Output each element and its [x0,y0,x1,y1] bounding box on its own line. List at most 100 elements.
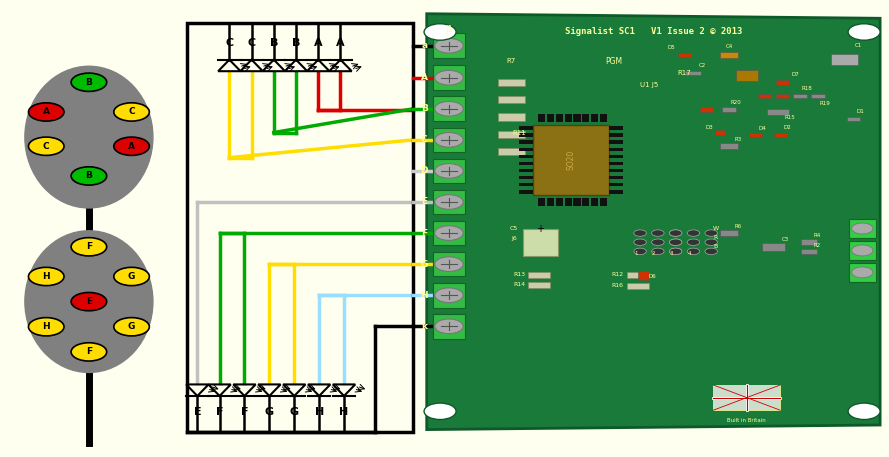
Circle shape [114,267,149,286]
Bar [736,69,757,81]
Text: R19: R19 [820,101,830,106]
Bar [519,162,533,165]
Text: D1: D1 [857,109,864,114]
Bar [547,197,554,206]
Bar [519,140,533,144]
Text: A: A [128,142,135,151]
Text: A: A [43,107,50,117]
Text: C: C [128,107,135,117]
Text: J1: J1 [445,25,453,34]
Bar [720,52,738,58]
Bar [720,230,738,236]
Bar [573,114,581,122]
Bar [609,190,623,194]
Text: D: D [420,166,428,175]
Circle shape [669,248,682,255]
Text: 2: 2 [652,251,655,256]
Bar [609,183,623,186]
Text: B: B [292,38,300,48]
Text: C4: C4 [725,44,733,49]
Text: E: E [421,197,428,207]
Bar [433,128,465,152]
Bar [715,130,725,135]
Bar [582,197,589,206]
Circle shape [71,343,107,361]
Text: R7: R7 [507,58,516,64]
Text: C5: C5 [509,226,518,231]
Circle shape [28,318,64,336]
Circle shape [435,257,463,271]
Bar [812,94,825,98]
Circle shape [652,239,664,245]
Text: H: H [315,407,324,417]
Bar [609,169,623,172]
Text: E: E [86,297,92,306]
Bar [433,190,465,214]
Bar [849,241,876,260]
Bar [720,143,738,149]
Circle shape [114,318,149,336]
Bar [519,169,533,172]
Text: B: B [714,244,717,249]
Bar [801,249,817,254]
Bar [433,221,465,245]
Circle shape [435,133,463,147]
Circle shape [669,248,682,255]
Bar [433,283,465,308]
Bar [775,80,789,85]
Text: A: A [420,73,428,82]
Bar [433,96,465,121]
Text: a: a [421,41,428,50]
Circle shape [687,248,700,255]
Text: R12: R12 [612,272,624,276]
Text: H: H [43,272,50,281]
Bar [498,79,525,86]
Bar [609,127,623,130]
Text: C2: C2 [699,64,706,68]
Text: Signalist SC1   V1 Issue 2 © 2013: Signalist SC1 V1 Issue 2 © 2013 [565,27,742,37]
Text: C3: C3 [781,238,789,242]
Circle shape [852,267,873,278]
Bar [794,94,807,98]
Bar [498,148,525,155]
Circle shape [424,24,456,40]
Bar [846,117,861,121]
Bar [433,252,465,276]
Bar [775,94,789,98]
Circle shape [435,226,463,240]
Bar [538,197,545,206]
Text: D6: D6 [649,274,657,279]
Text: R3: R3 [734,138,741,142]
Circle shape [848,24,880,40]
Bar [538,114,545,122]
Bar [582,114,589,122]
Bar [638,271,649,280]
Bar [609,140,623,144]
Circle shape [852,223,873,234]
Text: k: k [421,322,428,331]
Bar [523,228,558,256]
Bar [565,114,572,122]
Text: +: + [537,223,544,234]
Bar [498,131,525,138]
Bar [591,197,598,206]
Circle shape [435,288,463,303]
Bar [433,314,465,339]
Text: F: F [216,407,223,417]
Text: B: B [85,171,92,181]
Bar [609,176,623,180]
Circle shape [669,230,682,236]
Bar [533,125,609,196]
Circle shape [114,137,149,155]
Text: E: E [194,407,201,417]
Circle shape [114,103,149,121]
Bar [766,108,789,115]
Bar [433,159,465,183]
Bar [600,197,607,206]
Bar [600,114,607,122]
Bar [519,148,533,151]
Text: R20: R20 [731,100,741,105]
Bar [547,114,554,122]
Text: R11: R11 [512,129,526,136]
Text: F: F [86,242,92,251]
